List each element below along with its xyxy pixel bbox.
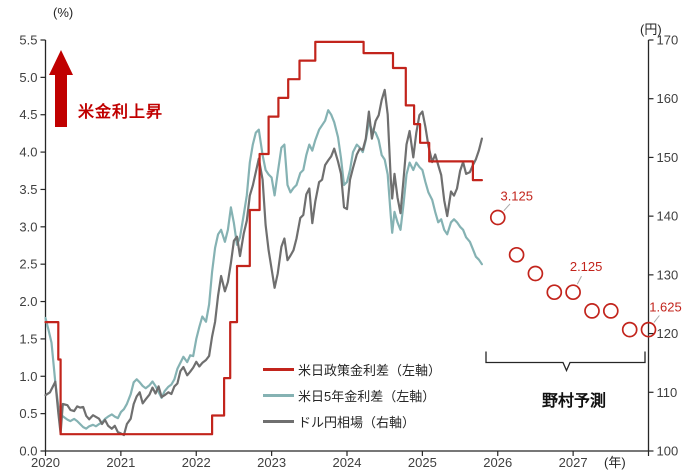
series-line-us-jp-5y-rate-diff [44,109,483,430]
right-axis-tick-label: 130 [657,267,679,282]
right-axis-tick-label: 110 [657,385,678,400]
x-axis-tick-label: 2027 [559,455,588,470]
forecast-value-label: 1.625 [649,300,682,315]
left-axis-tick-label: 1.5 [19,331,37,346]
us-rate-rise-label: 米金利上昇 [78,104,164,121]
left-axis-tick-label: 4.5 [19,107,37,122]
left-axis-unit-label: (%) [53,5,74,20]
left-axis-tick-label: 2.0 [19,294,37,309]
legend-line-swatch [263,367,294,371]
annotation-leader-line [503,203,511,212]
legend-item-label: ドル円相場（右軸） [298,414,416,430]
forecast-point [584,303,600,319]
legend: 米日政策金利差（左軸） 米日5年金利差（左軸） ドル円相場（右軸） [263,356,441,434]
right-axis-tick-label: 100 [657,444,679,459]
series-line-us-jp-policy-rate-diff [44,40,483,436]
forecast-point [602,303,619,319]
left-axis-tick-label: 3.5 [19,182,37,197]
left-axis-tick-label: 0.0 [19,444,37,459]
x-axis-tick-label: 2026 [483,455,512,470]
x-axis-tick-label: 2021 [106,455,135,470]
x-axis-tick-label: 2020 [31,455,60,470]
x-axis-tick-label: 2022 [182,455,211,470]
forecast-value-label: 2.125 [570,259,603,274]
legend-item: ドル円相場（右軸） [263,408,441,434]
right-axis-unit-label: (円) [640,22,662,37]
right-axis-tick-label: 160 [657,91,679,106]
right-axis-tick-label: 170 [657,33,679,48]
left-axis-tick-label: 5.5 [19,33,37,48]
x-axis-tick-label: 2025 [408,455,437,470]
x-axis-tick-label: 2024 [333,455,362,470]
annotation-leader-line [576,275,582,285]
legend-line-swatch [263,393,294,397]
legend-item: 米日5年金利差（左軸） [263,382,441,408]
up-arrow-icon [49,50,73,127]
forecast-point [565,284,581,301]
forecast-point [640,321,657,338]
legend-line-swatch [263,419,294,423]
x-axis-unit-label: (年) [604,455,626,470]
right-axis-tick-label: 140 [657,209,679,224]
right-axis-tick-label: 120 [657,326,679,341]
left-axis-tick-label: 5.0 [19,70,37,85]
left-axis-tick-label: 2.5 [19,257,37,272]
legend-item-label: 米日5年金利差（左軸） [298,388,436,404]
left-axis-tick-label: 4.0 [19,145,37,160]
left-axis-tick-label: 1.0 [19,369,37,384]
left-axis-tick-label: 0.5 [19,406,37,421]
forecast-brace [485,351,646,373]
forecast-point [489,209,506,226]
legend-item-label: 米日政策金利差（左軸） [298,362,442,378]
forecast-point [546,284,563,301]
legend-item: 米日政策金利差（左軸） [263,356,441,382]
nomura-forecast-label: 野村予測 [541,393,606,410]
forecast-point [527,265,544,282]
left-axis-tick-label: 3.0 [19,219,37,234]
forecast-point [621,321,638,338]
forecast-point [508,246,525,263]
x-axis-tick-label: 2023 [257,455,286,470]
right-axis-tick-label: 150 [657,150,679,165]
forecast-value-label: 3.125 [500,188,533,203]
annotation-leader-line [653,315,660,323]
